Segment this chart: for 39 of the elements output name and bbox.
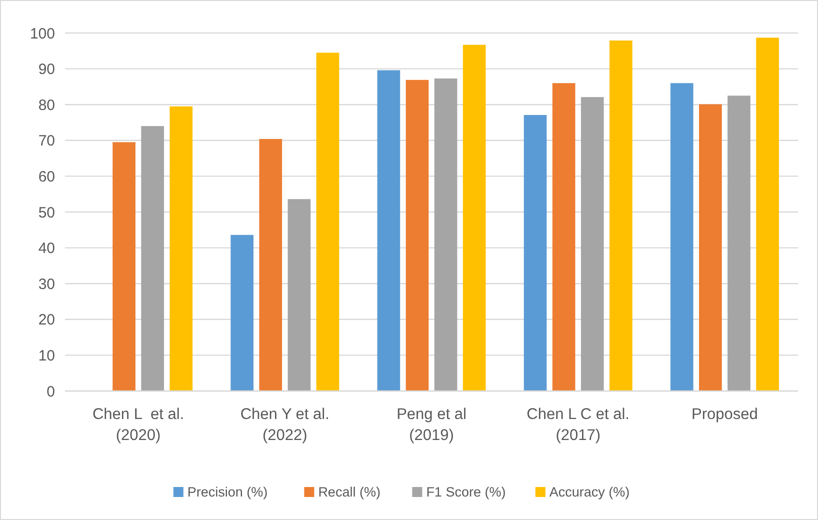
y-tick-label: 90 [38,61,55,78]
bar [524,114,547,391]
bar [699,104,722,391]
bar [377,70,400,391]
bar [728,96,750,391]
bar [406,80,429,391]
y-tick-label: 30 [38,276,55,293]
legend-label: F1 Score (%) [426,484,506,500]
y-tick-label: 100 [30,25,55,42]
y-tick-label: 60 [38,168,55,186]
bar [756,38,779,391]
legend-label: Accuracy (%) [549,484,630,500]
bar [434,78,458,391]
bar [230,234,254,391]
bar [170,106,193,391]
y-tick-label: 0 [46,383,55,400]
y-tick-label: 10 [38,347,55,364]
bar [462,44,486,391]
y-tick-label: 70 [38,132,55,150]
x-tick-label: Peng et al (2019) [396,406,466,444]
bar [580,97,604,391]
legend-label: Precision (%) [187,484,268,500]
y-tick-label: 40 [38,240,55,258]
y-tick-label: 20 [38,312,55,329]
bar [552,83,576,391]
x-tick-label: Proposed [692,406,758,423]
y-tick-label: 50 [38,204,55,222]
x-tick-label: Chen Y et al. (2022) [240,406,330,444]
x-tick-label: Chen L et al. (2020) [92,406,184,444]
bar [112,142,136,391]
x-tick-label: Chen L C et al. (2017) [526,406,630,444]
bar [670,83,694,391]
bar [288,199,311,391]
bar [141,126,164,391]
y-tick-label: 80 [38,96,55,114]
bar [316,52,340,391]
bar [259,138,282,391]
bar [610,40,632,391]
legend-label: Recall (%) [318,484,380,500]
